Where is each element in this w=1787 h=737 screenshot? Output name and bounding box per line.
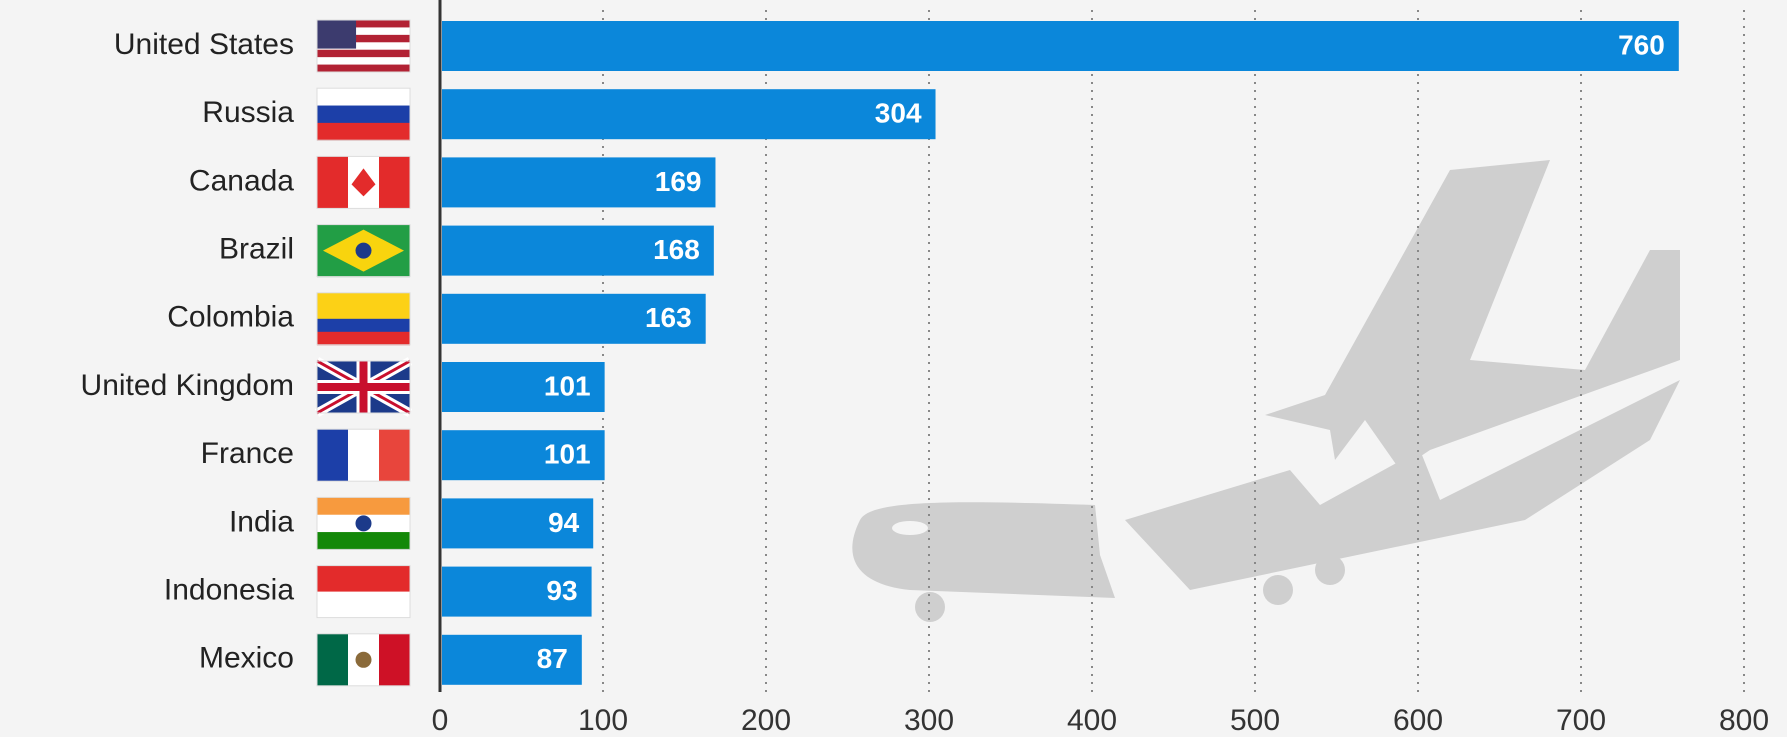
flag-canton (317, 20, 357, 49)
value-label: 168 (653, 234, 700, 265)
flag-stripe (317, 49, 410, 58)
bar (442, 430, 605, 481)
flag-leaf (351, 168, 376, 197)
flag-stripe (317, 122, 410, 141)
flag-stripe (379, 156, 411, 209)
flag-stripe (317, 64, 410, 73)
flag-stripe (379, 429, 411, 482)
x-tick-label: 700 (1556, 704, 1606, 737)
value-label: 760 (1618, 29, 1665, 60)
flag-stripe (317, 34, 410, 43)
flag-stripe (317, 305, 410, 320)
flag-stripe (317, 27, 410, 36)
flag-emblem (355, 242, 372, 259)
value-label: 94 (548, 507, 580, 538)
flag-stripe (379, 633, 411, 686)
y-tick-label: France (201, 437, 294, 470)
flag-border (316, 19, 411, 73)
x-tick-label: 500 (1230, 704, 1280, 737)
flag-border (316, 496, 411, 550)
flag-border (316, 87, 411, 141)
flag-border (316, 224, 411, 278)
flag-stripe (317, 565, 410, 593)
x-tick-label: 800 (1719, 704, 1769, 737)
y-tick-label: Indonesia (164, 574, 294, 607)
y-tick-label: Brazil (219, 233, 294, 266)
x-tick-label: 600 (1393, 704, 1443, 737)
flag-border (316, 428, 411, 482)
x-tick-label: 300 (904, 704, 954, 737)
bar (442, 293, 706, 344)
y-tick-label: Mexico (199, 642, 294, 675)
flag-stripe (317, 497, 410, 516)
y-tick-label: United Kingdom (81, 369, 294, 402)
flag-emblem (355, 651, 372, 668)
flag-border (316, 155, 411, 209)
flag-stripe (317, 105, 410, 124)
bar (442, 89, 936, 140)
flag-stripe (317, 42, 410, 51)
y-tick-label: United States (114, 28, 294, 61)
flag-stripe (317, 331, 410, 346)
bar (442, 634, 582, 685)
flag-stripe (317, 292, 410, 307)
value-label: 169 (655, 166, 702, 197)
flag-stripe (317, 88, 410, 107)
y-tick-label: Russia (202, 96, 294, 129)
flag-stripe (317, 429, 349, 482)
value-label: 87 (537, 643, 568, 674)
value-label: 304 (875, 98, 922, 129)
bar (442, 225, 714, 276)
flag-stripe (317, 57, 410, 66)
flag-stripe (317, 156, 349, 209)
y-tick-label: Colombia (167, 301, 294, 334)
flag-stripe (317, 20, 410, 28)
value-label: 101 (544, 439, 591, 470)
x-tick-label: 200 (741, 704, 791, 737)
flag-stripe (317, 591, 410, 619)
flag-emblem (355, 515, 372, 532)
flag-stripe (317, 318, 410, 333)
bar (442, 21, 1679, 71)
y-tick-label: India (229, 505, 294, 538)
flag-stripe (348, 429, 380, 482)
airplane-illustration (852, 160, 1680, 622)
flag-border (316, 292, 411, 346)
value-label: 93 (546, 575, 577, 606)
bar (442, 498, 594, 549)
bar (442, 566, 592, 617)
bar (442, 362, 605, 412)
x-tick-label: 100 (578, 704, 628, 737)
value-label: 101 (544, 370, 591, 401)
flag-stripe (317, 633, 349, 686)
value-label: 163 (645, 302, 692, 333)
flag-cross (317, 361, 410, 413)
bar (442, 157, 716, 208)
flag-stripe (317, 532, 410, 550)
x-tick-label: 400 (1067, 704, 1117, 737)
flag-border (316, 633, 411, 687)
y-tick-label: Canada (189, 164, 294, 197)
x-tick-label: 0 (432, 704, 449, 737)
flag-border (316, 565, 411, 619)
flag-border (316, 360, 411, 414)
